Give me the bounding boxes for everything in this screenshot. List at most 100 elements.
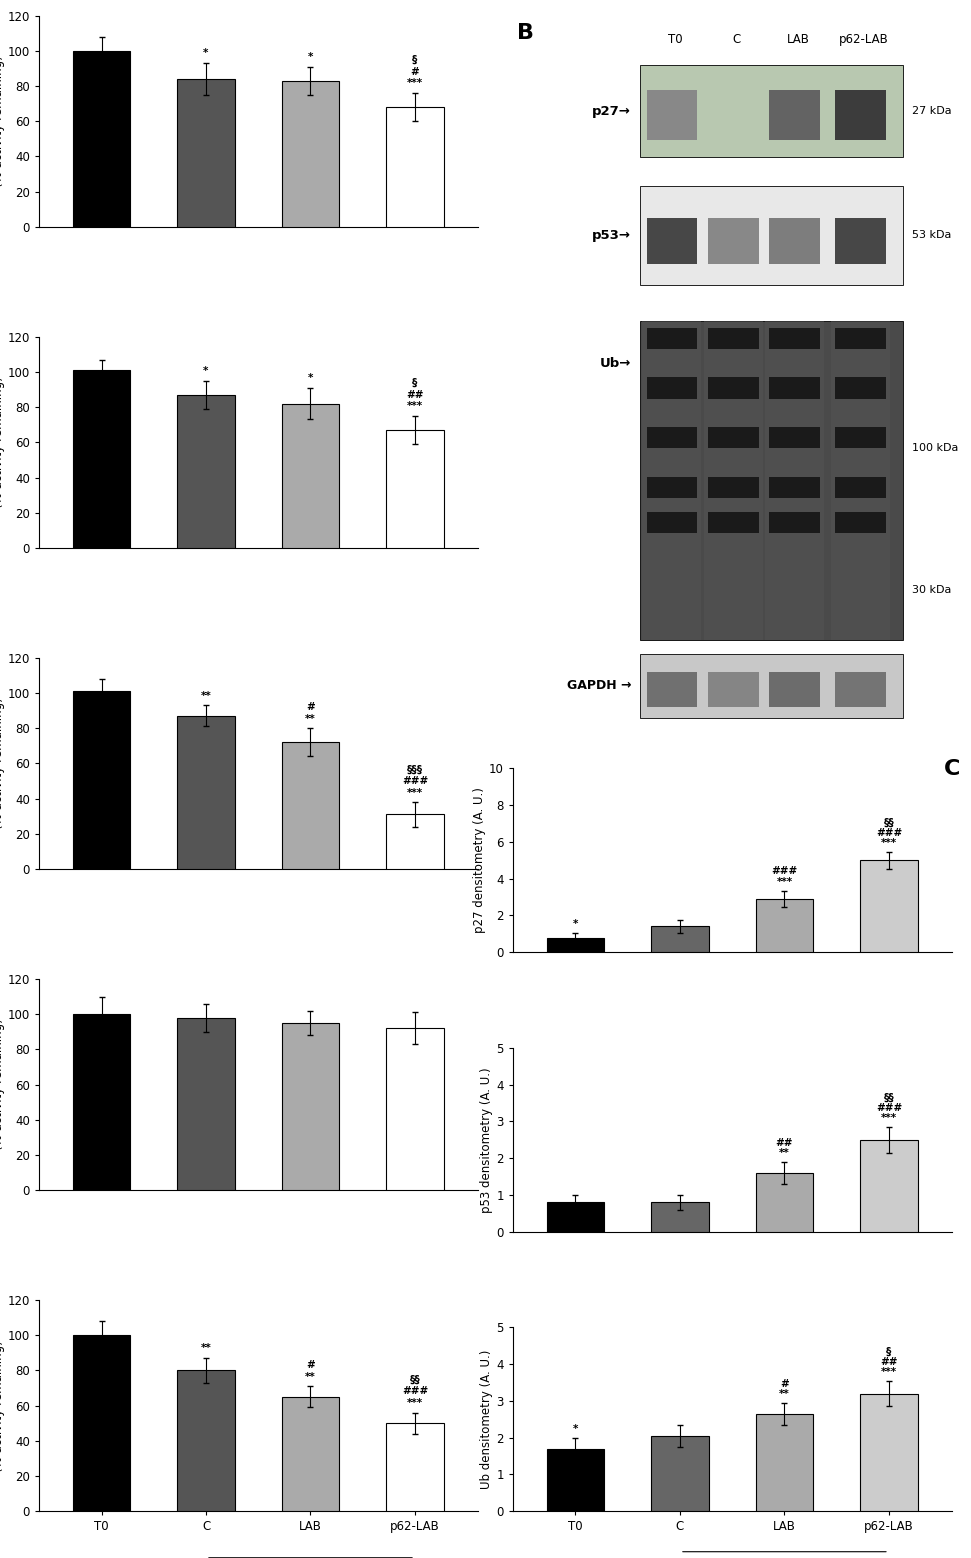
Text: #: # xyxy=(306,703,315,712)
Bar xyxy=(755,1413,813,1511)
Bar xyxy=(647,218,697,263)
Bar xyxy=(178,715,235,869)
Text: ***: *** xyxy=(881,1366,897,1377)
Text: Ub→: Ub→ xyxy=(600,357,631,369)
Bar xyxy=(831,321,890,640)
Bar xyxy=(386,430,444,548)
Text: ###: ### xyxy=(876,827,902,838)
Bar xyxy=(386,108,444,227)
Bar xyxy=(178,394,235,548)
Y-axis label: T-L activity
(% activity remaining): T-L activity (% activity remaining) xyxy=(0,698,5,829)
Bar xyxy=(642,321,701,640)
Bar xyxy=(708,218,758,263)
Bar xyxy=(755,1173,813,1232)
Bar xyxy=(652,1436,709,1511)
Text: C: C xyxy=(732,33,741,47)
Text: *: * xyxy=(573,919,578,929)
Bar xyxy=(704,321,763,640)
Text: §: § xyxy=(413,55,418,65)
Text: ***: *** xyxy=(777,877,792,887)
Bar xyxy=(835,671,886,707)
Text: 27 kDa: 27 kDa xyxy=(912,106,952,117)
Text: B: B xyxy=(518,23,534,42)
Bar xyxy=(860,860,918,952)
Bar xyxy=(73,371,130,548)
Text: *: * xyxy=(308,51,314,62)
Bar xyxy=(647,377,697,399)
Bar xyxy=(769,427,820,449)
Bar xyxy=(282,1024,339,1190)
Text: §: § xyxy=(413,379,418,388)
Text: ##: ## xyxy=(880,1357,897,1366)
Text: #: # xyxy=(306,1360,315,1369)
Text: ***: *** xyxy=(881,1112,897,1123)
Text: ###: ### xyxy=(771,866,797,877)
Bar xyxy=(769,90,820,140)
Bar xyxy=(178,1371,235,1511)
Bar xyxy=(708,327,758,349)
Text: ***: *** xyxy=(407,787,423,798)
Text: *: * xyxy=(203,366,209,375)
Bar xyxy=(708,427,758,449)
Bar xyxy=(647,513,697,533)
Bar xyxy=(547,938,604,952)
Bar xyxy=(835,377,886,399)
Text: §§: §§ xyxy=(410,1374,420,1385)
Bar xyxy=(73,1014,130,1190)
Text: **: ** xyxy=(201,1343,212,1354)
Bar xyxy=(769,218,820,263)
Bar xyxy=(386,815,444,869)
Bar xyxy=(769,477,820,499)
Text: §§: §§ xyxy=(884,818,894,827)
Bar xyxy=(708,377,758,399)
Text: LAB: LAB xyxy=(787,33,810,47)
Text: ##: ## xyxy=(406,390,423,400)
Y-axis label: p27 densitometry (A. U.): p27 densitometry (A. U.) xyxy=(473,787,486,933)
Bar xyxy=(640,654,903,718)
Bar xyxy=(769,671,820,707)
Bar xyxy=(178,79,235,227)
Bar xyxy=(640,65,903,157)
Bar xyxy=(835,427,886,449)
Text: 30 kDa: 30 kDa xyxy=(912,584,952,595)
Text: C: C xyxy=(944,759,960,779)
Bar xyxy=(708,513,758,533)
Text: GAPDH →: GAPDH → xyxy=(567,679,631,692)
Bar xyxy=(282,1398,339,1511)
Bar xyxy=(73,51,130,227)
Y-axis label: ChT-L activity
(% activity remaining): ChT-L activity (% activity remaining) xyxy=(0,56,5,187)
Bar xyxy=(282,81,339,227)
Text: ***: *** xyxy=(881,838,897,848)
Text: **: ** xyxy=(305,714,316,723)
Text: p62-LAB: p62-LAB xyxy=(839,33,888,47)
Bar xyxy=(860,1140,918,1232)
Bar xyxy=(769,327,820,349)
Bar xyxy=(640,185,903,285)
Y-axis label: p53 densitometry (A. U.): p53 densitometry (A. U.) xyxy=(481,1067,493,1212)
Bar xyxy=(640,321,903,640)
Bar xyxy=(652,1203,709,1232)
Bar xyxy=(386,1028,444,1190)
Bar xyxy=(708,671,758,707)
Text: T0: T0 xyxy=(668,33,683,47)
Text: §: § xyxy=(887,1346,891,1357)
Text: ###: ### xyxy=(402,1387,428,1396)
Text: ***: *** xyxy=(407,78,423,89)
Text: ###: ### xyxy=(876,1103,902,1112)
Text: **: ** xyxy=(305,1371,316,1382)
Bar xyxy=(769,513,820,533)
Y-axis label: Ub densitometry (A. U.): Ub densitometry (A. U.) xyxy=(481,1349,493,1489)
Bar xyxy=(860,1393,918,1511)
Bar xyxy=(755,899,813,952)
Bar xyxy=(647,477,697,499)
Text: ***: *** xyxy=(407,402,423,411)
Text: 100 kDa: 100 kDa xyxy=(912,442,958,453)
Bar xyxy=(647,427,697,449)
Text: **: ** xyxy=(779,1148,789,1158)
Bar xyxy=(769,377,820,399)
Bar xyxy=(765,321,824,640)
Bar xyxy=(835,513,886,533)
Text: ###: ### xyxy=(402,776,428,785)
Text: #: # xyxy=(780,1379,788,1388)
Y-axis label: BrAAP activity
(% activity remaining): BrAAP activity (% activity remaining) xyxy=(0,1340,5,1471)
